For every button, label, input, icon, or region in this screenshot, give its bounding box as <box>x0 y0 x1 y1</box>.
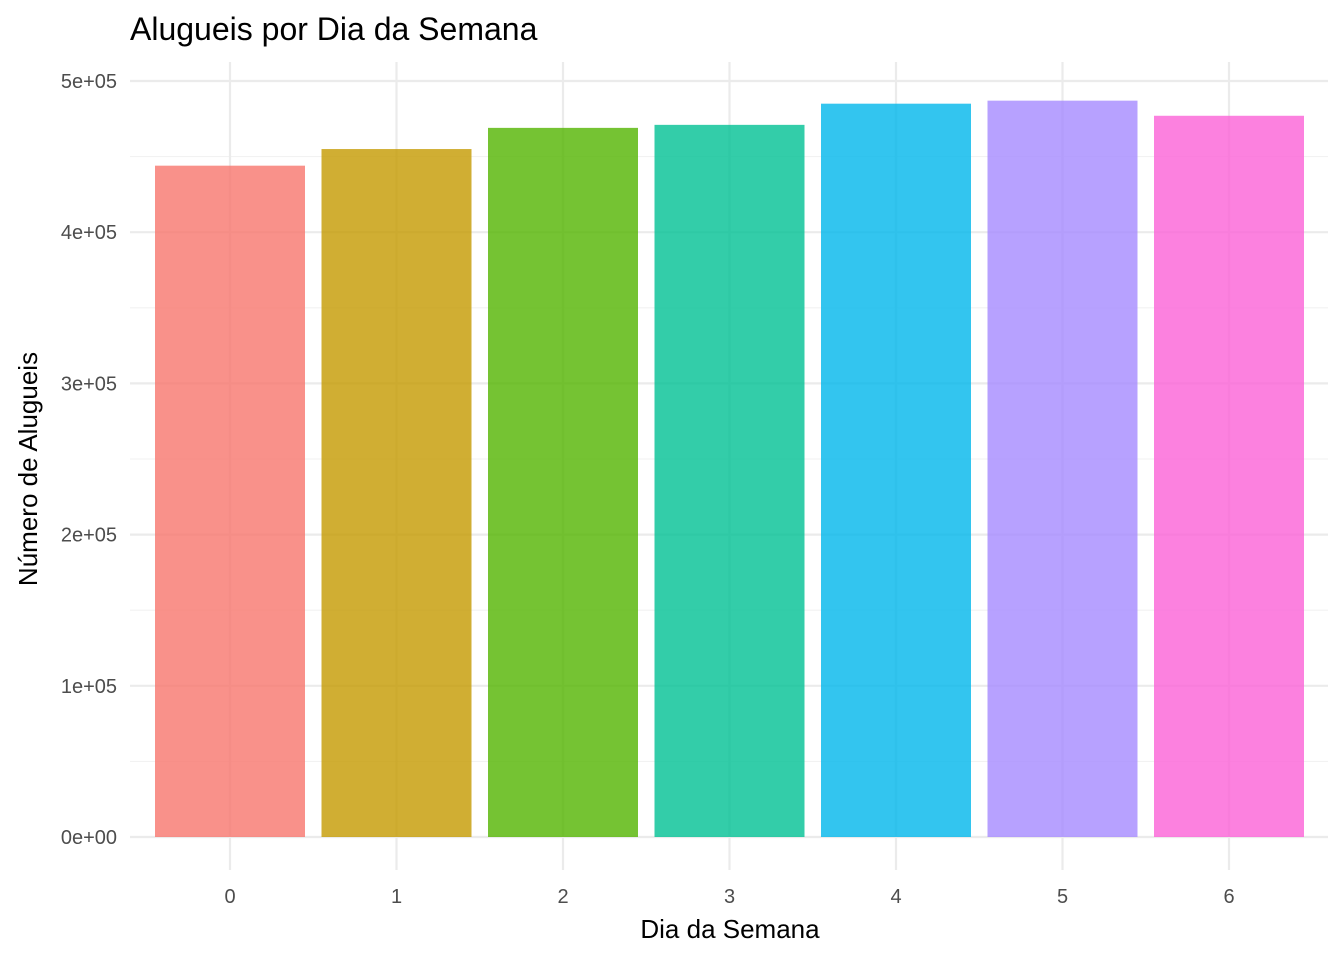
chart-title: Alugueis por Dia da Semana <box>130 11 538 47</box>
x-axis-ticks: 0 1 2 3 4 5 6 <box>224 886 1234 908</box>
y-tick-label: 5e+05 <box>61 71 117 93</box>
y-tick-label: 2e+05 <box>61 525 117 547</box>
x-tick-label: 0 <box>224 886 235 908</box>
x-tick-label: 6 <box>1223 886 1234 908</box>
y-tick-label: 1e+05 <box>61 676 117 698</box>
bar-2 <box>488 127 638 837</box>
bars <box>155 100 1304 838</box>
y-axis-title: Número de Alugueis <box>13 352 43 586</box>
bar-1 <box>321 149 472 838</box>
bar-4 <box>821 103 971 838</box>
y-tick-label: 4e+05 <box>61 222 117 244</box>
y-tick-label: 3e+05 <box>61 373 117 395</box>
y-tick-label: 0e+00 <box>61 827 117 849</box>
x-tick-label: 3 <box>724 886 735 908</box>
x-axis-title: Dia da Semana <box>640 914 820 944</box>
x-tick-label: 2 <box>557 886 568 908</box>
y-axis-ticks: 0e+00 1e+05 2e+05 3e+05 4e+05 5e+05 <box>61 71 117 849</box>
bar-3 <box>654 124 805 837</box>
x-tick-label: 5 <box>1057 886 1068 908</box>
bar-5 <box>987 100 1138 837</box>
bar-6 <box>1154 115 1304 837</box>
x-tick-label: 1 <box>391 886 402 908</box>
bar-0 <box>155 165 305 837</box>
x-tick-label: 4 <box>890 886 901 908</box>
